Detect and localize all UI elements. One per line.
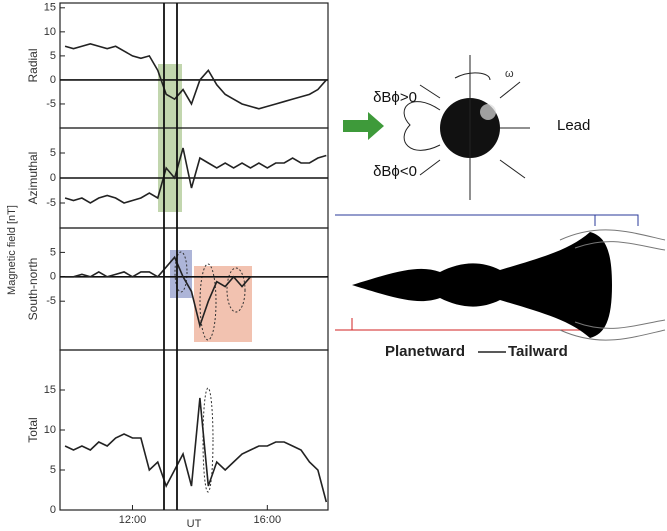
highlight-box (194, 266, 252, 342)
x-axis-label: UT (187, 518, 202, 530)
y-tick-label: -5 (46, 197, 56, 209)
y-tick-label: 5 (50, 147, 56, 159)
x-tick-label: 16:00 (254, 514, 282, 526)
tail (352, 232, 612, 338)
connector (335, 214, 639, 226)
y-tick-label: 5 (50, 464, 56, 476)
data-line (64, 397, 328, 503)
y-tick-label: 15 (44, 384, 56, 396)
data-line (64, 43, 327, 110)
label: δBϕ<0 (373, 163, 417, 180)
label: ω (505, 68, 514, 80)
highlight-box (158, 64, 182, 212)
dotted-ellipse (202, 387, 214, 493)
label: Lead (557, 117, 590, 134)
tail-lines (559, 229, 666, 341)
panel-label: Radial (26, 48, 40, 82)
panel-frame (59, 2, 329, 129)
y-tick-label: 0 (50, 504, 56, 516)
dotted-ellipse (226, 267, 246, 313)
y-tick-label: -5 (46, 295, 56, 307)
y-tick-label: 10 (44, 26, 56, 38)
y-axis-label: Magnetic field [nT] (6, 205, 18, 295)
label: Planetward (385, 343, 465, 360)
label: δBϕ>0 (373, 89, 417, 106)
dotted-ellipse (174, 251, 188, 293)
arrow (343, 112, 384, 140)
y-tick-label: -5 (46, 98, 56, 110)
panel-frame (59, 349, 329, 511)
data-line (64, 147, 327, 204)
y-tick-label: 0 (50, 172, 56, 184)
y-tick-label: 0 (50, 271, 56, 283)
y-tick-label: 0 (50, 74, 56, 86)
connector (335, 318, 598, 331)
y-tick-label: 5 (50, 246, 56, 258)
panel-label: Azimuthal (26, 152, 40, 205)
dotted-ellipse (199, 263, 217, 341)
data-line (65, 255, 327, 329)
panel-label: Total (26, 417, 40, 442)
y-tick-label: 5 (50, 50, 56, 62)
y-tick-label: 10 (44, 424, 56, 436)
x-tick-label: 12:00 (119, 514, 147, 526)
y-tick-label: 15 (44, 2, 56, 14)
panel-label: South-north (26, 258, 40, 321)
highlight (480, 104, 496, 120)
label: Tailward (508, 343, 568, 360)
field-lines (403, 55, 530, 200)
